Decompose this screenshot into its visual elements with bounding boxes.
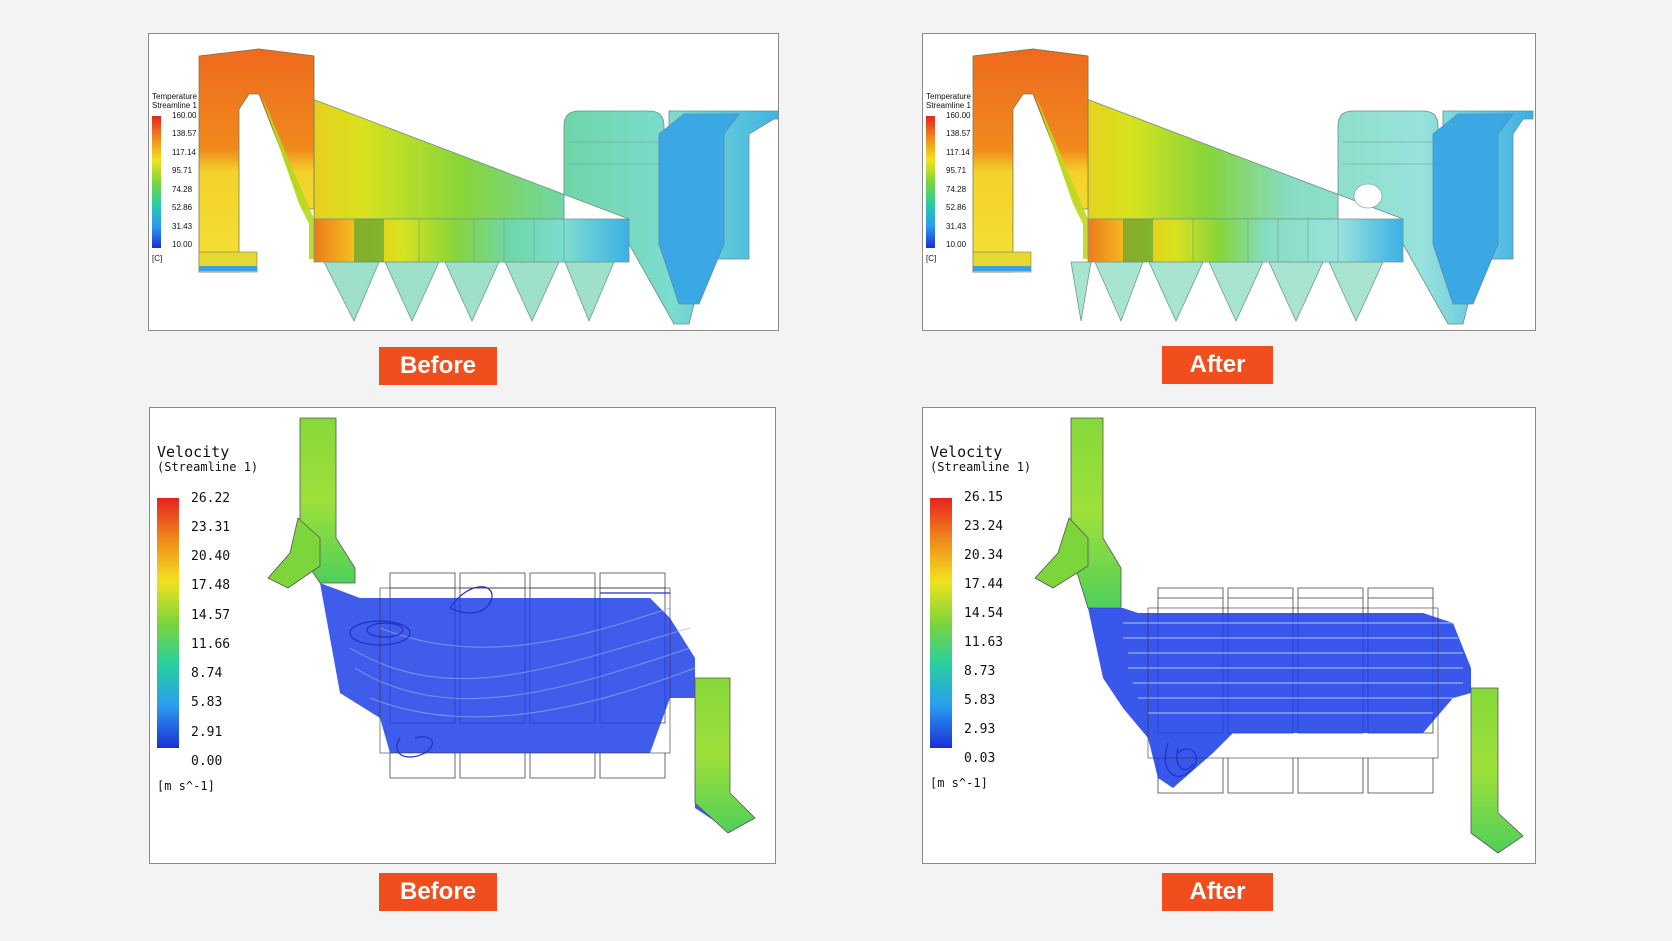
temperature-legend-title: Temperature (152, 92, 197, 101)
temperature-after-duct (972, 48, 1534, 325)
temperature-tick: 138.57 (172, 129, 197, 138)
temperature-tick: 10.00 (946, 240, 967, 249)
velocity-tick: 14.54 (964, 606, 1004, 621)
temperature-tick: 117.14 (946, 148, 970, 157)
temperature-tick: 74.28 (946, 185, 967, 194)
temperature-legend-title: Temperature (926, 92, 971, 101)
velocity-legend-before: Velocity (Streamline 1) 26.22 23.31 20.4… (157, 443, 267, 793)
velocity-tick: 26.15 (964, 490, 1004, 505)
temperature-before-panel: Temperature Streamline 1 160.00 138.57 1… (148, 33, 779, 331)
temperature-tick: 10.00 (172, 240, 193, 249)
temperature-unit: [C] (926, 254, 937, 263)
temperature-tick: 31.43 (172, 222, 193, 231)
before-label-bottom: Before (379, 873, 497, 911)
temperature-tick: 95.71 (172, 166, 193, 175)
velocity-legend-subtitle: (Streamline 1) (930, 460, 1032, 474)
temperature-before-duct (198, 48, 778, 325)
velocity-before-duct (267, 417, 756, 834)
velocity-legend-title: Velocity (157, 443, 230, 461)
velocity-tick: 17.48 (191, 578, 231, 593)
temperature-tick: 138.57 (946, 129, 971, 138)
temperature-unit: [C] (152, 254, 163, 263)
temperature-legend-subtitle: Streamline 1 (926, 101, 971, 110)
after-label-top: After (1162, 346, 1273, 384)
before-label-top: Before (379, 347, 497, 385)
temperature-legend-after: Temperature Streamline 1 160.00 138.57 1… (926, 92, 986, 272)
velocity-tick: 14.57 (191, 608, 231, 623)
velocity-tick: 5.83 (191, 695, 223, 710)
velocity-tick: 17.44 (964, 577, 1004, 592)
after-label-bottom: After (1162, 873, 1273, 911)
temperature-tick: 117.14 (172, 148, 196, 157)
temperature-tick: 160.00 (946, 111, 971, 120)
velocity-after-duct (1034, 417, 1524, 854)
temperature-tick: 74.28 (172, 185, 193, 194)
velocity-tick: 5.83 (964, 693, 996, 708)
velocity-unit: [m s^-1] (157, 779, 215, 793)
velocity-tick: 26.22 (191, 491, 231, 506)
velocity-tick: 0.00 (191, 754, 223, 769)
velocity-tick: 8.73 (964, 664, 996, 679)
temperature-legend-before: Temperature Streamline 1 160.00 138.57 1… (152, 92, 212, 272)
temperature-tick: 95.71 (946, 166, 967, 175)
temperature-colorbar (152, 116, 161, 248)
velocity-after-panel: Velocity (Streamline 1) 26.15 23.24 20.3… (922, 407, 1536, 864)
velocity-tick: 20.40 (191, 549, 231, 564)
velocity-legend-after: Velocity (Streamline 1) 26.15 23.24 20.3… (930, 443, 1040, 790)
temperature-tick: 31.43 (946, 222, 967, 231)
temperature-after-panel: Temperature Streamline 1 160.00 138.57 1… (922, 33, 1536, 331)
velocity-before-panel: Velocity (Streamline 1) 26.22 23.31 20.4… (149, 407, 776, 864)
velocity-tick: 11.63 (964, 635, 1004, 650)
temperature-colorbar (926, 116, 935, 248)
velocity-colorbar (930, 498, 952, 748)
velocity-tick: 2.93 (964, 722, 996, 737)
temperature-tick: 52.86 (946, 203, 967, 212)
temperature-tick: 52.86 (172, 203, 193, 212)
velocity-tick: 11.66 (191, 637, 231, 652)
temperature-legend-subtitle: Streamline 1 (152, 101, 197, 110)
velocity-tick: 20.34 (964, 548, 1004, 563)
velocity-tick: 8.74 (191, 666, 223, 681)
velocity-tick: 0.03 (964, 751, 996, 766)
velocity-tick: 23.24 (964, 519, 1004, 534)
velocity-legend-title: Velocity (930, 443, 1003, 461)
velocity-unit: [m s^-1] (930, 776, 988, 790)
velocity-tick: 2.91 (191, 725, 223, 740)
velocity-tick: 23.31 (191, 520, 231, 535)
temperature-tick: 160.00 (172, 111, 197, 120)
velocity-legend-subtitle: (Streamline 1) (157, 460, 259, 474)
velocity-colorbar (157, 498, 179, 748)
